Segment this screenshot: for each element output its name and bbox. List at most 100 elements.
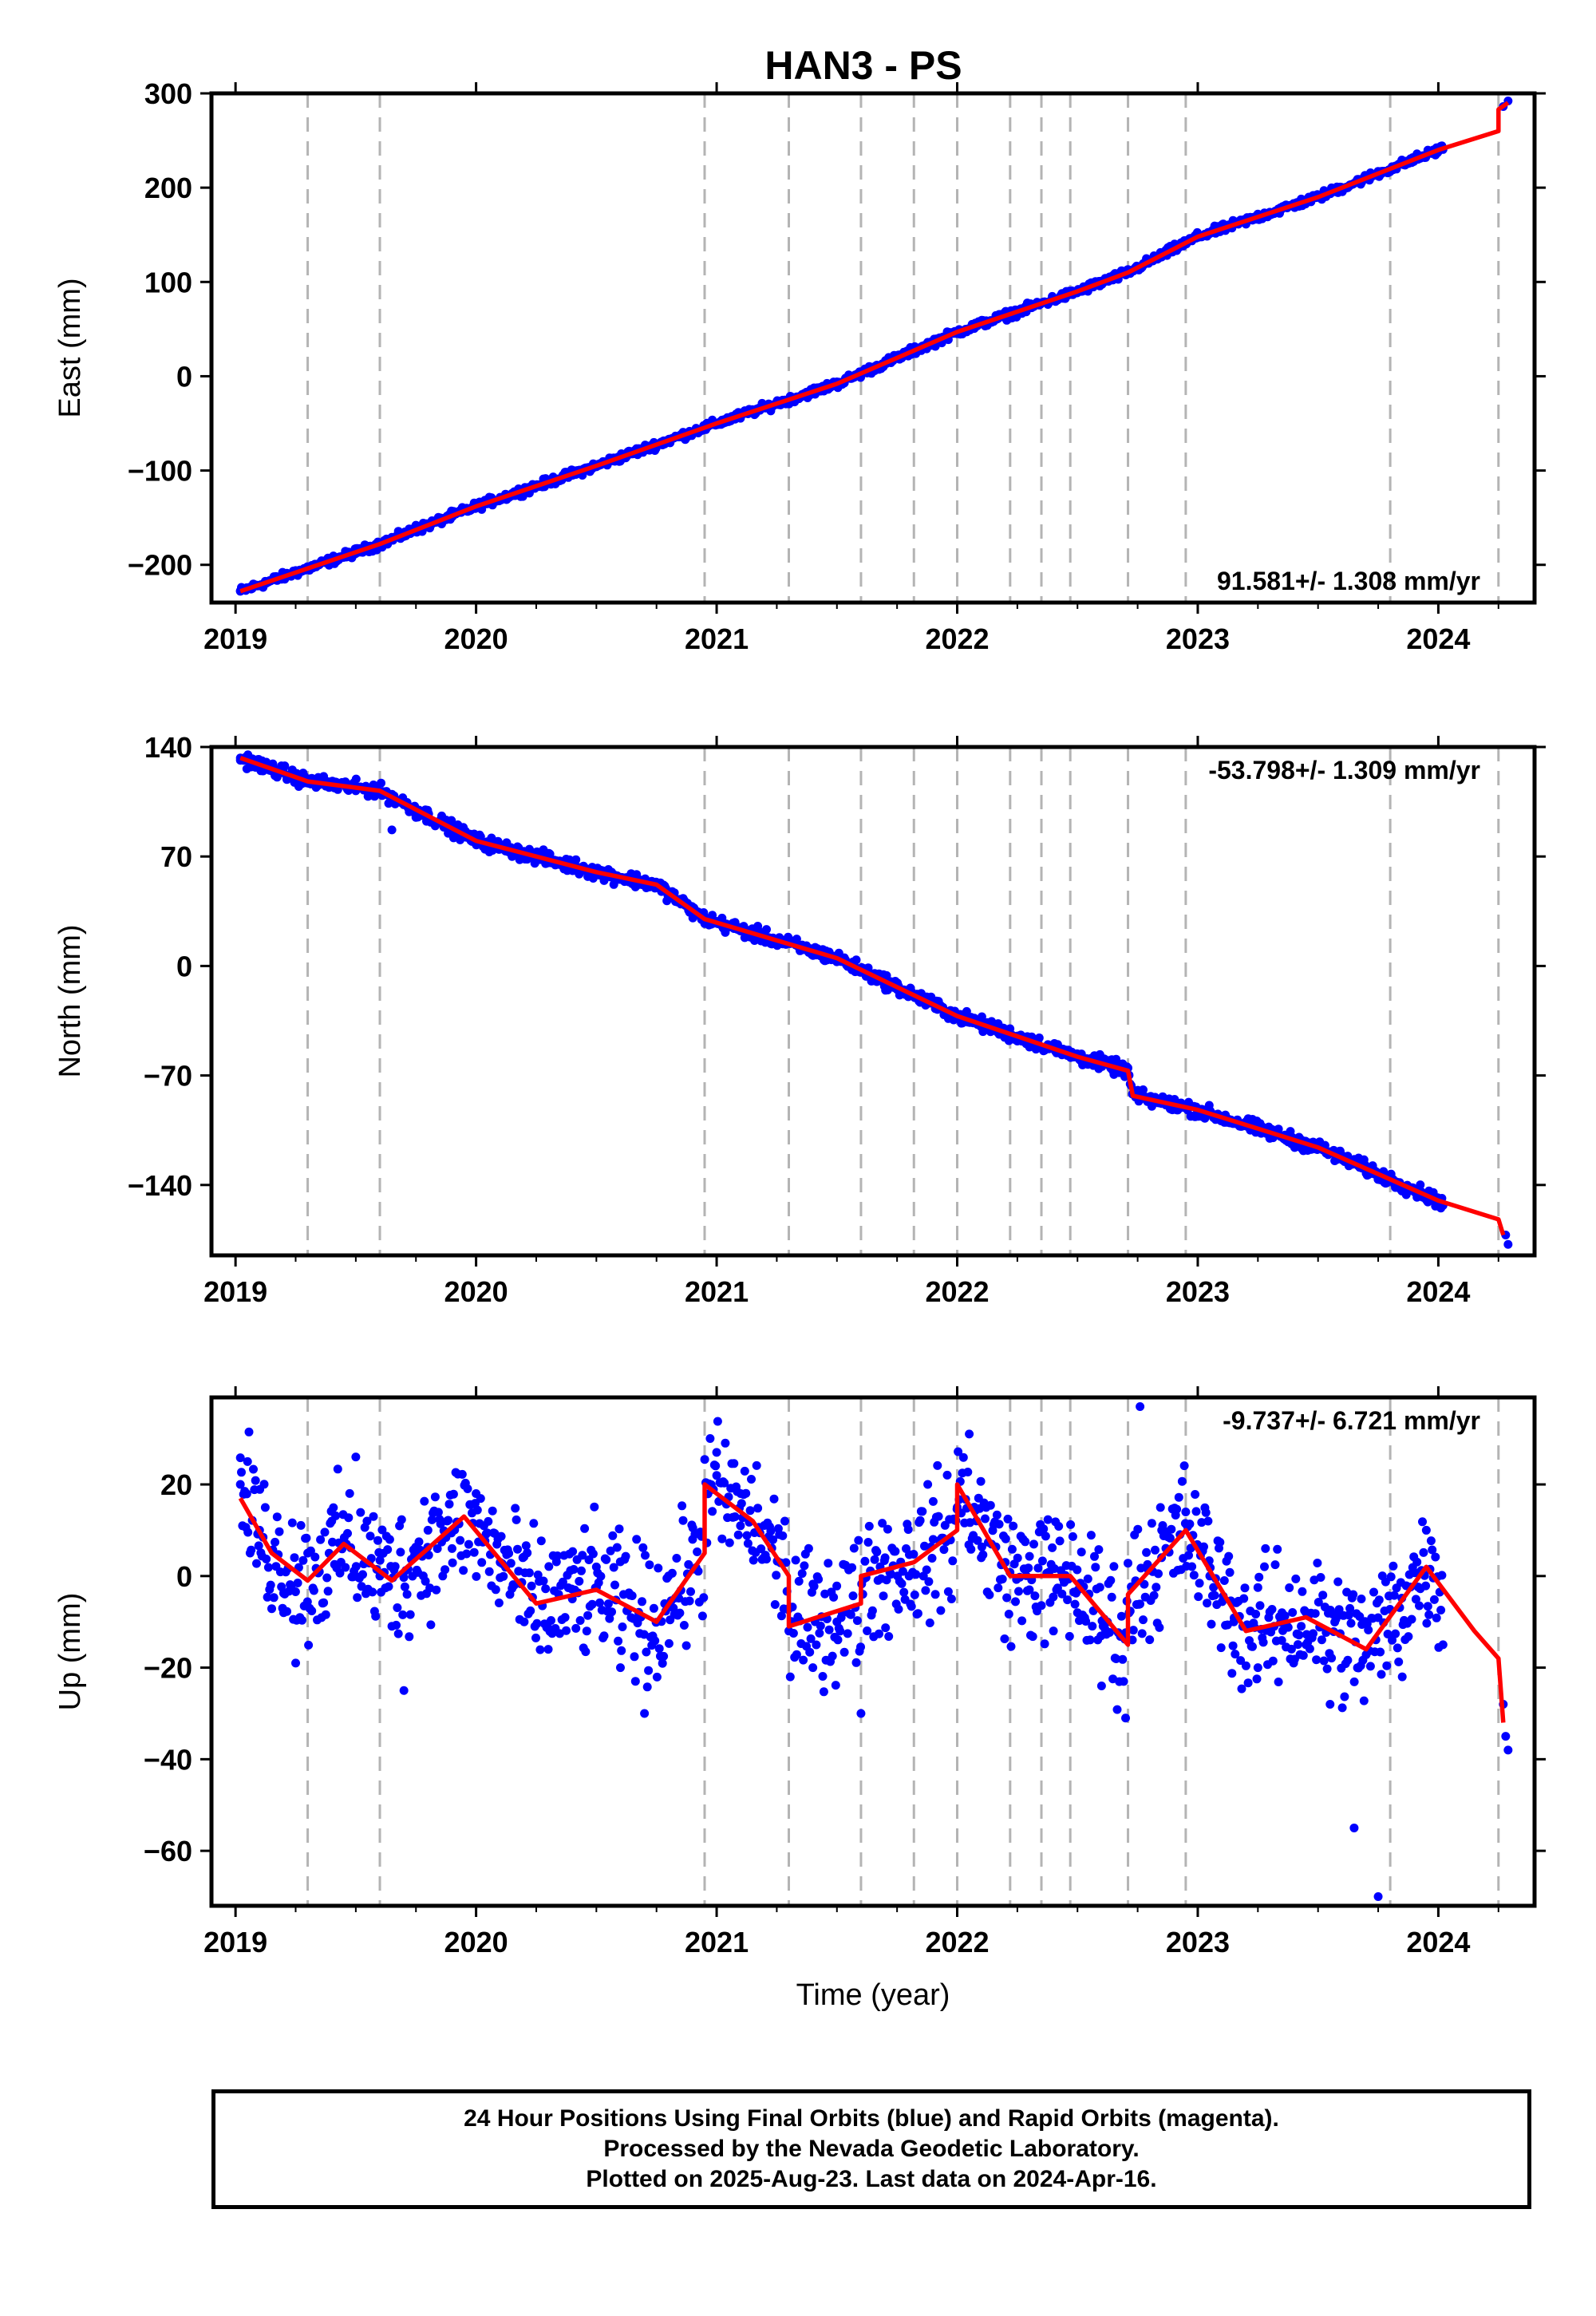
data-point bbox=[712, 1471, 721, 1480]
data-point bbox=[897, 1579, 907, 1588]
data-point bbox=[1142, 1547, 1152, 1557]
data-point bbox=[672, 1554, 681, 1563]
data-point bbox=[1049, 1626, 1058, 1636]
data-point bbox=[1140, 1579, 1149, 1589]
data-point bbox=[803, 1622, 812, 1632]
data-point bbox=[1294, 1630, 1304, 1640]
data-point bbox=[1118, 1654, 1128, 1664]
data-point bbox=[421, 1576, 430, 1586]
data-point bbox=[262, 1555, 271, 1563]
data-point bbox=[463, 1484, 472, 1493]
data-point bbox=[377, 778, 385, 788]
data-point bbox=[1424, 1610, 1434, 1619]
data-point bbox=[1248, 1642, 1257, 1651]
data-point bbox=[943, 1587, 953, 1596]
data-point bbox=[720, 1478, 729, 1488]
data-point bbox=[1077, 1547, 1086, 1557]
data-point bbox=[1437, 1571, 1447, 1580]
data-point bbox=[373, 1535, 382, 1545]
data-point bbox=[1228, 1641, 1238, 1650]
data-point bbox=[925, 1618, 934, 1627]
data-point bbox=[954, 1447, 963, 1456]
data-point bbox=[531, 1633, 540, 1642]
data-point bbox=[645, 1560, 654, 1570]
data-point bbox=[805, 1647, 815, 1657]
data-point bbox=[1310, 1609, 1320, 1618]
data-point bbox=[1167, 1524, 1176, 1534]
data-point bbox=[1191, 1507, 1201, 1516]
data-point bbox=[1388, 1635, 1396, 1645]
data-point bbox=[1172, 1504, 1182, 1514]
data-point bbox=[780, 1516, 789, 1526]
data-point bbox=[1057, 1589, 1067, 1599]
y-tick-label: −200 bbox=[128, 549, 192, 582]
data-point bbox=[860, 1556, 870, 1566]
data-point bbox=[457, 1469, 467, 1479]
data-point bbox=[1255, 1601, 1265, 1611]
data-point bbox=[351, 1452, 361, 1462]
data-point bbox=[1139, 1615, 1148, 1625]
data-point bbox=[327, 1516, 337, 1526]
data-point bbox=[578, 1551, 587, 1560]
data-point bbox=[414, 1537, 424, 1547]
data-point-cloud bbox=[235, 1401, 1513, 1902]
data-point bbox=[1086, 1531, 1096, 1540]
data-point bbox=[1357, 1595, 1366, 1604]
data-point bbox=[899, 1587, 909, 1597]
chart-title: HAN3 - PS bbox=[764, 43, 962, 88]
data-point bbox=[1337, 1703, 1347, 1713]
data-point bbox=[243, 1456, 252, 1466]
data-point bbox=[791, 1555, 800, 1565]
data-point bbox=[1291, 1574, 1301, 1583]
data-point bbox=[263, 1592, 272, 1602]
data-point bbox=[685, 1596, 694, 1606]
data-point bbox=[1215, 1538, 1225, 1547]
data-point bbox=[472, 1489, 481, 1499]
x-tick-label: 2024 bbox=[1406, 1926, 1470, 1958]
data-point bbox=[766, 1527, 776, 1535]
data-point bbox=[652, 1672, 662, 1682]
footer-line-processed-by: Processed by the Nevada Geodetic Laborat… bbox=[603, 2136, 1140, 2162]
data-point bbox=[681, 1641, 691, 1650]
data-point bbox=[638, 1543, 648, 1552]
data-point bbox=[1014, 1587, 1023, 1596]
data-point bbox=[1383, 1630, 1393, 1638]
y-tick-label: 0 bbox=[176, 950, 192, 982]
data-point bbox=[1416, 1180, 1425, 1190]
data-point bbox=[526, 1606, 535, 1615]
data-point bbox=[322, 1573, 332, 1583]
data-point bbox=[298, 1615, 306, 1625]
data-point-cloud bbox=[235, 750, 1513, 1249]
data-point bbox=[591, 1562, 601, 1571]
data-point bbox=[1432, 1613, 1441, 1622]
data-point bbox=[920, 1541, 929, 1551]
data-point bbox=[922, 1565, 931, 1575]
data-point bbox=[797, 1569, 807, 1579]
data-point bbox=[296, 1520, 306, 1530]
data-point bbox=[1147, 1519, 1156, 1528]
data-point bbox=[358, 1570, 367, 1579]
data-point bbox=[891, 1547, 900, 1556]
data-point bbox=[488, 1506, 497, 1516]
data-point bbox=[1343, 1655, 1353, 1665]
data-point bbox=[933, 1460, 942, 1470]
data-point bbox=[819, 1687, 828, 1697]
data-point bbox=[1203, 1516, 1213, 1526]
x-tick-label: 2022 bbox=[925, 1926, 989, 1958]
data-point bbox=[249, 1464, 258, 1474]
data-point bbox=[494, 1599, 504, 1607]
data-point bbox=[536, 1536, 546, 1546]
data-point bbox=[806, 1634, 816, 1643]
data-point bbox=[581, 1647, 591, 1657]
data-point bbox=[1369, 1587, 1378, 1597]
data-point bbox=[1154, 1569, 1163, 1579]
y-tick-label: 140 bbox=[144, 731, 192, 764]
data-point bbox=[1314, 1598, 1323, 1607]
data-point bbox=[1377, 1670, 1386, 1679]
data-point bbox=[641, 1551, 650, 1560]
data-point bbox=[539, 1576, 548, 1586]
data-point bbox=[1253, 1663, 1262, 1673]
data-point bbox=[910, 1590, 919, 1599]
data-point bbox=[1327, 1654, 1337, 1663]
y-tick-label: −140 bbox=[128, 1169, 192, 1202]
